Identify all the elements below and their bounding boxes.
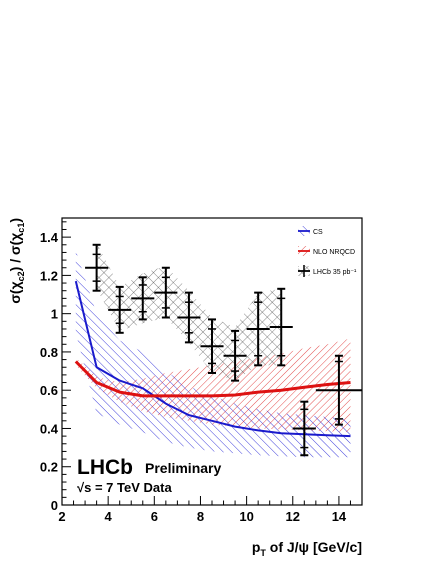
x-tick-label: 6 [151,509,158,524]
legend-label: LHCb 35 pb⁻¹ [313,269,357,276]
legend: CS NLO NRQCD LHCb 35 pb⁻¹ [298,226,357,277]
x-axis: 2 4 6 8 10 12 14 [58,496,363,524]
x-tick-label: 2 [58,509,65,524]
y-axis-title: σ(χc2) / σ(χc1) [7,218,26,304]
brand-label: LHCb [77,456,133,479]
data-point [85,243,109,292]
status-label: Preliminary [145,460,221,476]
y-tick-label: 0 [51,498,58,513]
y-tick-label: 1 [51,307,58,322]
data-point [108,285,132,334]
y-tick-label: 0.8 [40,345,58,360]
legend-entry: NLO NRQCD [298,246,355,256]
legend-label: CS [313,229,323,236]
y-tick-label: 0.6 [40,383,58,398]
energy-label: √s = 7 TeV Data [77,480,172,495]
x-tick-label: 8 [197,509,204,524]
data-point [269,287,293,367]
x-tick-label: 10 [239,509,253,524]
y-tick-label: 1.2 [40,268,58,283]
data-points [85,243,362,457]
data-point [292,400,316,457]
y-tick-label: 1.4 [40,230,59,245]
data-point [154,266,178,319]
y-tick-label: 0.2 [40,460,58,475]
data-point [177,291,201,344]
x-tick-label: 14 [332,509,347,524]
y-axis: 0 0.2 0.4 0.6 0.8 1 1.2 1.4 [40,221,71,513]
data-point [315,354,362,426]
theory-line-1 [74,360,351,398]
data-point [223,329,247,382]
data-point [246,291,270,367]
data-point [200,318,224,374]
legend-label: NLO NRQCD [313,249,355,256]
x-tick-label: 12 [286,509,300,524]
y-tick-label: 0.4 [40,421,59,436]
data-point [131,276,155,321]
legend-entry: LHCb 35 pb⁻¹ [298,265,357,277]
x-axis-title: pT of J/ψ [GeV/c] [252,539,362,558]
x-tick-label: 4 [105,509,113,524]
legend-entry: CS [298,226,323,236]
